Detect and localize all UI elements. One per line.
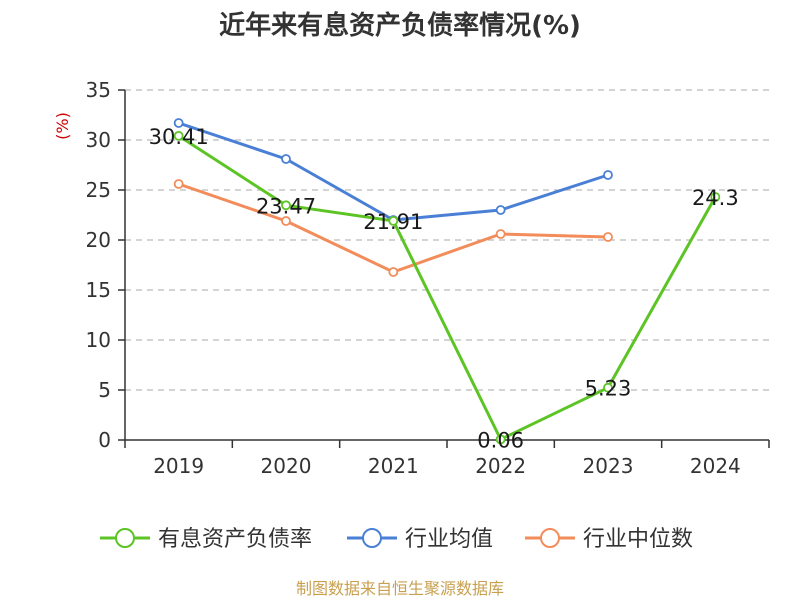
axes: 0 5 10 15 20 25 30 35 2019 2020 2021 2022 2023 2024 — [86, 78, 770, 478]
data-point[interactable] — [495, 434, 506, 445]
data-point[interactable] — [603, 382, 613, 393]
series-line — [177, 134, 717, 441]
data-point[interactable] — [388, 215, 399, 226]
legend-label: 行业均值 — [405, 527, 493, 552]
y-tick-label: 20 — [86, 228, 111, 252]
data-point[interactable] — [281, 200, 291, 211]
legend-marker — [362, 528, 382, 548]
y-tick-label: 25 — [86, 178, 111, 202]
data-label: 0.06 — [477, 428, 524, 452]
x-tick-label: 2019 — [153, 454, 204, 478]
data-label: 23.47 — [256, 194, 316, 218]
data-point[interactable] — [603, 232, 613, 242]
data-point[interactable] — [710, 192, 721, 202]
grid-lines — [125, 89, 769, 391]
x-tick-label: 2021 — [368, 454, 419, 478]
legend-label: 行业中位数 — [583, 527, 693, 552]
y-tick-label: 35 — [86, 78, 111, 102]
legend-item[interactable]: 有息资产负债率 — [100, 527, 312, 552]
legend-label: 有息资产负债率 — [158, 527, 312, 552]
data-point[interactable] — [495, 229, 506, 239]
legend[interactable]: 有息资产负债率 行业均值 行业中位数 — [100, 527, 693, 552]
data-point[interactable] — [495, 205, 506, 215]
data-point[interactable] — [173, 118, 184, 128]
data-label: 24.3 — [692, 186, 739, 210]
legend-marker — [540, 528, 560, 548]
data-point[interactable] — [173, 179, 184, 189]
x-tick-label: 2024 — [690, 454, 741, 478]
legend-item[interactable]: 行业均值 — [347, 527, 493, 552]
chart-title: 近年来有息资产负债率情况(%) — [219, 10, 581, 41]
y-axis-unit: (%) — [53, 112, 72, 140]
y-tick-label: 0 — [98, 428, 111, 452]
series-lines — [173, 118, 721, 445]
x-tick-label: 2023 — [583, 454, 634, 478]
legend-item[interactable]: 行业中位数 — [525, 527, 693, 552]
data-point[interactable] — [281, 216, 291, 226]
data-point[interactable] — [281, 154, 291, 164]
source-note: 制图数据来自恒生聚源数据库 — [296, 579, 504, 598]
data-labels: 30.41 23.47 21.91 0.06 5.23 24.3 — [149, 125, 739, 453]
y-tick-label: 30 — [86, 128, 111, 152]
x-tick-label: 2022 — [475, 454, 526, 478]
y-tick-label: 15 — [86, 278, 111, 302]
data-point[interactable] — [173, 130, 184, 141]
data-label: 30.41 — [149, 125, 209, 149]
x-tick-label: 2020 — [261, 454, 312, 478]
data-label: 21.91 — [363, 210, 423, 234]
data-point[interactable] — [388, 267, 399, 277]
data-label: 5.23 — [585, 377, 632, 401]
y-tick-label: 5 — [98, 378, 111, 402]
data-point[interactable] — [603, 170, 613, 180]
y-tick-label: 10 — [86, 328, 111, 352]
legend-marker — [115, 528, 135, 548]
